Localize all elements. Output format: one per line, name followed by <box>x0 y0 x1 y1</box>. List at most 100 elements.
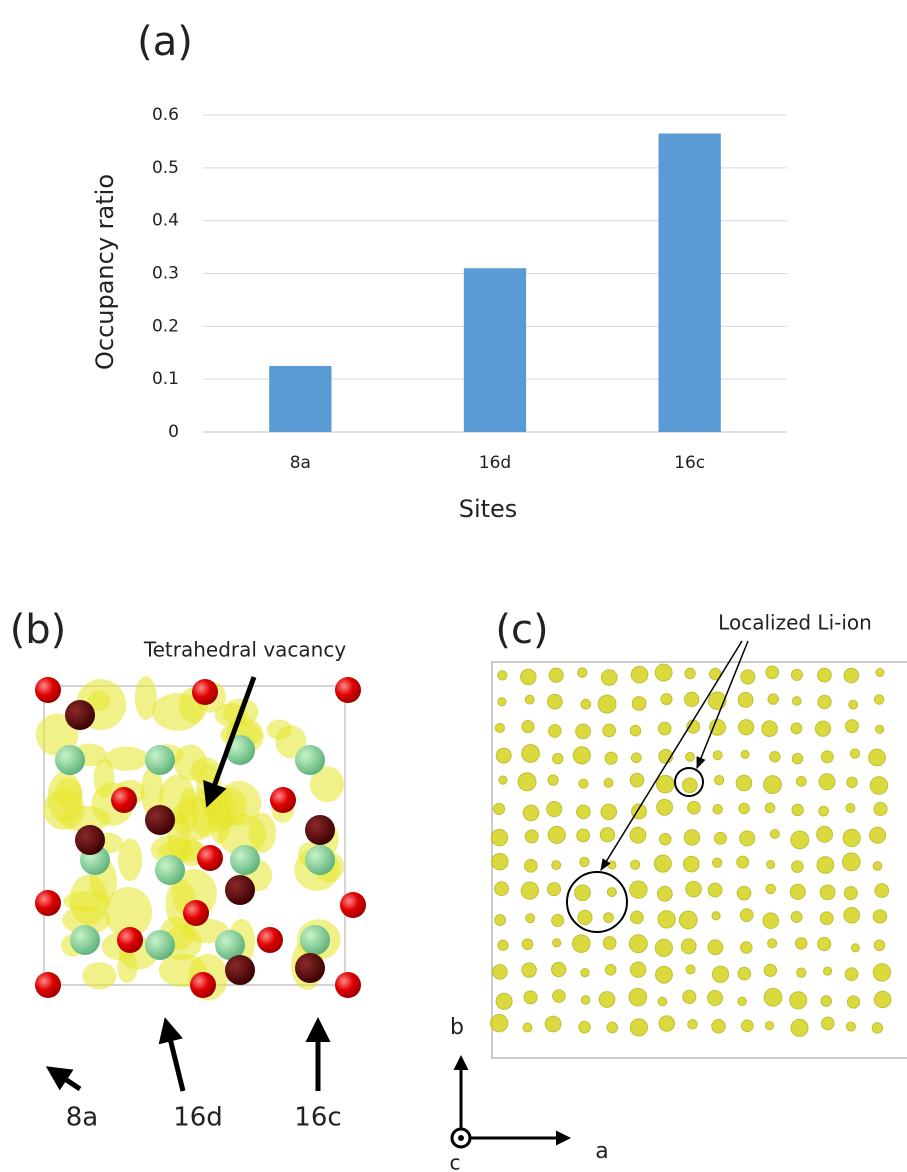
density-blob <box>684 856 700 872</box>
atom <box>335 972 361 998</box>
density-blob <box>499 776 507 784</box>
density-blob <box>657 886 672 901</box>
density-blob <box>708 991 723 1006</box>
density-blob <box>658 997 667 1006</box>
density-blob <box>847 996 859 1008</box>
density-blob <box>577 805 591 819</box>
density-blob <box>629 935 647 953</box>
atom <box>190 972 216 998</box>
site-label: 16c <box>294 1103 341 1133</box>
density-blob <box>792 804 803 815</box>
atom <box>335 677 361 703</box>
density-blob <box>576 724 591 739</box>
density-blob <box>493 803 504 814</box>
density-blob <box>712 966 728 982</box>
density-blob <box>791 1019 808 1036</box>
density-blob <box>69 875 108 926</box>
x-tick-label: 16d <box>479 453 511 473</box>
density-blob <box>681 939 696 954</box>
density-blob <box>792 697 801 706</box>
atom <box>305 815 335 845</box>
density-blob <box>118 838 142 881</box>
density-blob <box>738 692 753 707</box>
density-blob <box>821 1017 834 1030</box>
density-blob <box>172 797 220 840</box>
density-blob <box>491 829 507 845</box>
atom <box>145 805 175 835</box>
axis-label: a <box>595 1139 608 1164</box>
density-blob <box>600 828 614 842</box>
density-blob <box>762 721 778 737</box>
density-blob <box>764 776 782 794</box>
axis-out-of-plane <box>458 1135 464 1141</box>
y-tick-label: 0.6 <box>152 105 179 125</box>
density-blob <box>547 802 562 817</box>
density-blob <box>549 668 563 682</box>
density-blob <box>607 888 616 897</box>
density-blob <box>821 996 832 1007</box>
density-blob <box>632 697 646 711</box>
density-blob <box>521 669 536 684</box>
density-blob <box>821 751 833 763</box>
density-blob <box>818 937 831 950</box>
density-blob <box>601 670 617 686</box>
density-blob <box>579 1021 591 1033</box>
density-blob <box>631 753 641 763</box>
site-label: 8a <box>66 1103 98 1133</box>
y-tick-label: 0.5 <box>152 158 179 178</box>
density-blob <box>631 911 644 924</box>
density-blob <box>767 861 775 869</box>
bar <box>659 133 721 432</box>
atom <box>295 745 325 775</box>
density-blob <box>763 913 779 929</box>
density-blob <box>581 699 591 709</box>
density-blob <box>847 777 857 787</box>
arrow <box>166 1022 183 1091</box>
density-blob <box>872 1023 882 1033</box>
density-blob <box>493 965 508 980</box>
density-blob <box>631 860 640 869</box>
density-blob <box>579 779 588 788</box>
density-blob <box>790 884 805 899</box>
density-blob <box>686 965 695 974</box>
density-blob <box>844 668 859 683</box>
density-blob <box>631 666 648 683</box>
density-blob <box>522 745 540 763</box>
density-blob <box>549 725 562 738</box>
density-blob <box>873 862 882 871</box>
density-blob <box>580 857 589 866</box>
density-blob <box>764 988 782 1006</box>
density-blob <box>608 861 616 869</box>
density-blob <box>797 968 806 977</box>
density-blob <box>714 832 726 844</box>
density-blob <box>819 806 829 816</box>
density-blob <box>683 990 696 1003</box>
density-blob <box>249 813 276 853</box>
density-blob <box>657 799 673 815</box>
x-tick-label: 16c <box>674 453 705 473</box>
density-blob <box>820 885 835 900</box>
density-blob <box>738 997 746 1005</box>
y-tick-label: 0.4 <box>152 211 179 231</box>
density-blob <box>764 964 776 976</box>
density-blob <box>850 749 859 758</box>
atom <box>111 787 137 813</box>
atom <box>197 845 223 871</box>
chart-title: (a) <box>137 19 193 65</box>
density-blob <box>818 695 831 708</box>
panel-b: (b) Tetrahedral vacancy 8a 16d 16c <box>10 607 366 1133</box>
density-blob <box>869 749 886 766</box>
density-blob <box>495 882 509 896</box>
density-blob <box>842 853 860 871</box>
density-blob <box>603 937 616 950</box>
density-blob <box>661 694 672 705</box>
axis-label: c <box>450 1151 461 1172</box>
density-blob <box>739 720 754 735</box>
atom <box>305 845 335 875</box>
axis-label: b <box>450 1015 464 1040</box>
density-blob <box>741 942 752 953</box>
y-tick-label: 0.1 <box>152 369 179 389</box>
density-blob <box>874 695 883 704</box>
density-blob <box>790 992 807 1009</box>
site-label: 16d <box>173 1103 223 1133</box>
